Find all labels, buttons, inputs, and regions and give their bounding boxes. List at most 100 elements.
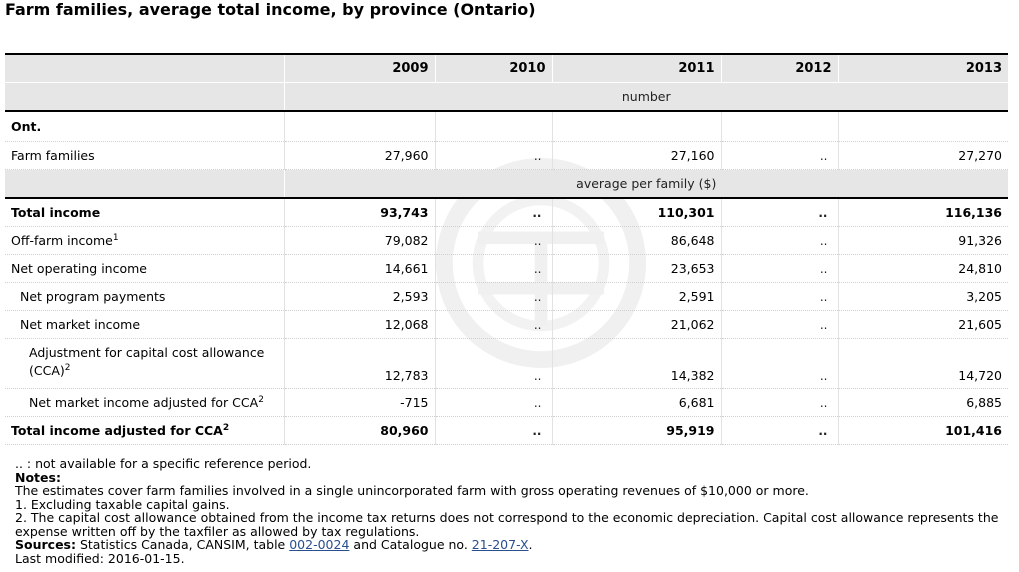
table-cell: 27,960 [283, 141, 435, 170]
row-label: Adjustment for capital cost allowance (C… [5, 338, 284, 389]
row-label: Net program payments [5, 282, 284, 311]
table-cell: -715 [283, 388, 435, 417]
table-row: Net program payments 2,593.. 2,591.. 3,205 [5, 282, 1008, 311]
row-label: Net market income adjusted for CCA2 [5, 388, 284, 417]
title-text: Farm families, average total income, by … [5, 0, 536, 19]
table-cell: 3,205 [837, 282, 1008, 311]
row-label: Total income adjusted for CCA2 [5, 416, 284, 445]
sources-heading: Sources: [15, 537, 76, 552]
row-label: Total income [5, 198, 284, 227]
row-label: Net operating income [5, 254, 284, 283]
catalogue-link[interactable]: 21-207-X [471, 537, 529, 552]
table-cell: 116,136 [837, 198, 1008, 227]
table-cell: .. [720, 338, 838, 389]
row-label: Net market income [5, 310, 284, 339]
cansim-table-link[interactable]: 002-0024 [289, 537, 350, 552]
note-2: 2. The capital cost allowance obtained f… [15, 510, 999, 539]
row-label-text: Total income [11, 205, 101, 220]
table-row: Total income adjusted for CCA2 80,960.. 95… [5, 416, 1008, 445]
row-label: Off-farm income1 [5, 226, 284, 255]
unit-label: number [283, 82, 1008, 112]
legend-note: .. : not available for a specific refere… [15, 456, 312, 471]
row-label-text: Net market income adjusted for CCA [29, 395, 259, 410]
table-cell: .. [720, 388, 838, 417]
table-row: Net market income adjusted for CCA2 -715.… [5, 388, 1008, 417]
column-header: 2013 [837, 53, 1008, 83]
sources-line: Sources: Statistics Canada, CANSIM, tabl… [15, 538, 1005, 552]
column-header: 2011 [551, 53, 721, 83]
table-cell: 21,605 [837, 310, 1008, 339]
table-cell: .. [434, 141, 552, 170]
footnotes: .. : not available for a specific refere… [15, 457, 1005, 565]
table-cell: 91,326 [837, 226, 1008, 255]
column-header: 2010 [434, 53, 552, 83]
table-cell: 86,648 [551, 226, 721, 255]
table-cell: .. [720, 226, 838, 255]
table-cell: 2,591 [551, 282, 721, 311]
sources-text: Statistics Canada, CANSIM, table [79, 537, 286, 552]
table-cell: .. [720, 282, 838, 311]
table-cell: 101,416 [837, 416, 1008, 445]
row-label-text: Net program payments [20, 289, 166, 304]
table-cell: 2,593 [283, 282, 435, 311]
table-cell: 14,661 [283, 254, 435, 283]
row-label-text: Net operating income [11, 261, 147, 276]
unit-row-average: average per family ($) [5, 169, 1008, 199]
unit-stub [5, 82, 284, 112]
table-cell: 12,783 [283, 338, 435, 389]
table-cell: 21,062 [551, 310, 721, 339]
note-main: The estimates cover farm families involv… [15, 483, 809, 498]
table-cell: .. [434, 282, 552, 311]
table-cell: .. [434, 198, 552, 227]
table-cell: .. [720, 416, 838, 445]
table-cell: 110,301 [551, 198, 721, 227]
table-cell: 6,681 [551, 388, 721, 417]
table-cell: .. [434, 254, 552, 283]
page-title: Farm families, average total income, by … [5, 0, 536, 19]
table-row: Net operating income 14,661.. 23,653.. 24,8… [5, 254, 1008, 283]
income-table: 2009 2010 2011 2012 2013 number Ont. Far… [5, 53, 1008, 445]
table-cell: .. [434, 338, 552, 389]
footnote-ref: 2 [258, 394, 264, 405]
table-cell: 27,270 [837, 141, 1008, 170]
footnote-ref: 1 [112, 232, 119, 243]
income-rows: Total income 93,743.. 110,301.. 116,136 Off-… [5, 198, 1008, 445]
row-label-text: Total income adjusted for CCA [11, 423, 223, 438]
table-row: Net market income 12,068.. 21,062.. 21,605 [5, 310, 1008, 339]
table-cell: 80,960 [283, 416, 435, 445]
table-cell: 95,919 [551, 416, 721, 445]
row-label-text: Off-farm income [11, 233, 113, 248]
table-cell: .. [434, 388, 552, 417]
table-cell: .. [720, 141, 838, 170]
row-label-text: Net market income [20, 317, 141, 332]
table-row: Adjustment for capital cost allowance (C… [5, 338, 1008, 389]
column-header-row: 2009 2010 2011 2012 2013 [5, 53, 1008, 83]
unit-row-number: number [5, 82, 1008, 112]
notes-heading: Notes: [15, 469, 61, 485]
table-cell: 6,885 [837, 388, 1008, 417]
table-cell: 93,743 [283, 198, 435, 227]
column-header: 2012 [720, 53, 838, 83]
note-1: 1. Excluding taxable capital gains. [15, 496, 230, 512]
table-cell: .. [434, 310, 552, 339]
table-cell: 27,160 [551, 141, 721, 170]
footnote-ref: 2 [222, 422, 230, 433]
table-cell: .. [720, 254, 838, 283]
table-cell: 24,810 [837, 254, 1008, 283]
table-cell: .. [720, 198, 838, 227]
table-cell: .. [720, 310, 838, 339]
row-label-text: Adjustment for capital cost allowance (C… [29, 345, 265, 378]
unit-stub [5, 169, 284, 199]
last-modified: Last modified: 2016-01-15. [15, 550, 185, 566]
table-cell: 14,720 [837, 338, 1008, 389]
stub-header [5, 53, 284, 83]
section-row: Ont. [5, 111, 1008, 142]
column-header: 2009 [283, 53, 435, 83]
table-cell: 79,082 [283, 226, 435, 255]
table-row: Off-farm income1 79,082.. 86,648.. 91,326 [5, 226, 1008, 255]
table-cell: .. [434, 226, 552, 255]
sources-and: and Catalogue no. [353, 537, 468, 552]
unit-label: average per family ($) [283, 169, 1008, 199]
table-cell: 12,068 [283, 310, 435, 339]
sources-end: . [528, 537, 533, 552]
